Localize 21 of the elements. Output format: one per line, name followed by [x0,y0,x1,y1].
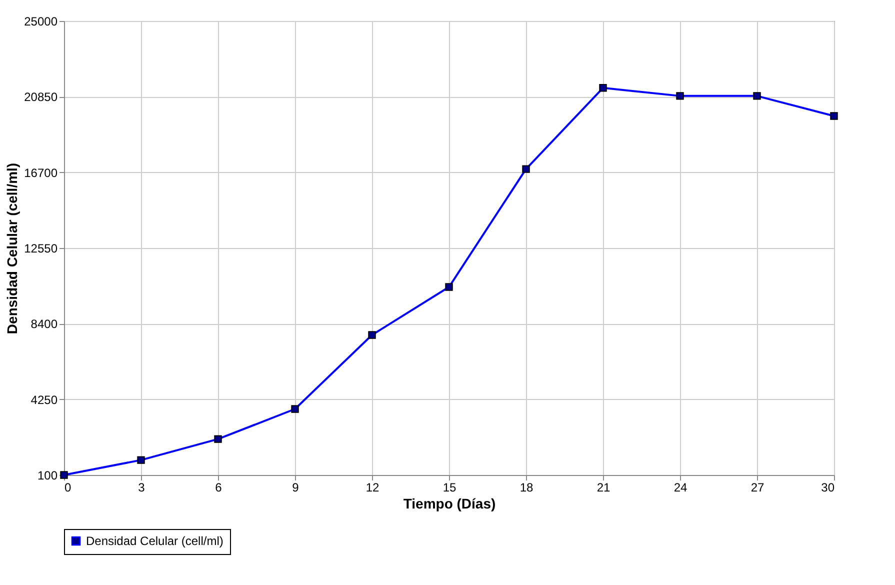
x-tick-label: 15 [442,480,456,494]
y-tick-label: 4250 [30,392,58,407]
x-tick-label: 24 [674,480,688,494]
x-tick-label: 0 [64,480,72,494]
legend-label: Densidad Celular (cell/ml) [86,534,224,548]
x-tick-label: 6 [215,480,222,494]
y-tick-label: 12550 [24,242,58,256]
y-tick-label: 20850 [24,90,58,104]
x-axis-title: Tiempo (Días) [403,496,496,512]
y-tick-label: 25000 [24,14,58,28]
x-tick-label: 21 [596,480,610,494]
x-tick-label: 18 [520,480,534,494]
x-tick-label: 9 [292,480,300,494]
y-tick-label: 16700 [24,166,58,180]
x-tick-label: 30 [821,480,835,494]
y-tick-label: 100 [37,468,58,482]
x-tick-label: 3 [138,480,146,494]
y-tick-label: 8400 [30,317,58,332]
x-tick-label: 27 [750,480,764,494]
x-tick-label: 12 [366,480,380,494]
y-axis-title: Densidad Celular (cell/ml) [4,162,20,334]
